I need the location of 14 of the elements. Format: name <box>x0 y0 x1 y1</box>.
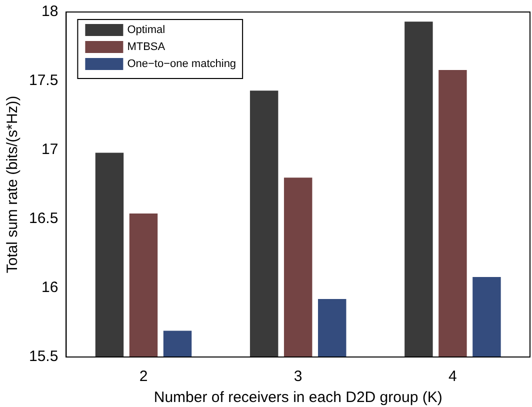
legend-label: MTBSA <box>127 41 166 54</box>
y-tick-label: 17.5 <box>28 72 58 90</box>
y-tick-label: 16 <box>42 279 58 296</box>
x-tick-label: 2 <box>139 368 148 386</box>
x-tick-label: 4 <box>448 368 457 386</box>
y-tick-label: 15.5 <box>28 348 58 366</box>
x-axis-title: Number of receivers in each D2D group (K) <box>154 389 442 406</box>
legend-label: One−to−one matching <box>127 58 236 70</box>
y-axis-title: Total sum rate (bits/(s*Hz)) <box>4 96 22 274</box>
y-tick-label: 17 <box>42 141 58 158</box>
y-tick-label: 18 <box>42 3 58 20</box>
x-tick-label: 3 <box>294 368 302 386</box>
legend-label: Optimal <box>127 24 166 36</box>
y-tick-label: 16.5 <box>28 210 58 228</box>
